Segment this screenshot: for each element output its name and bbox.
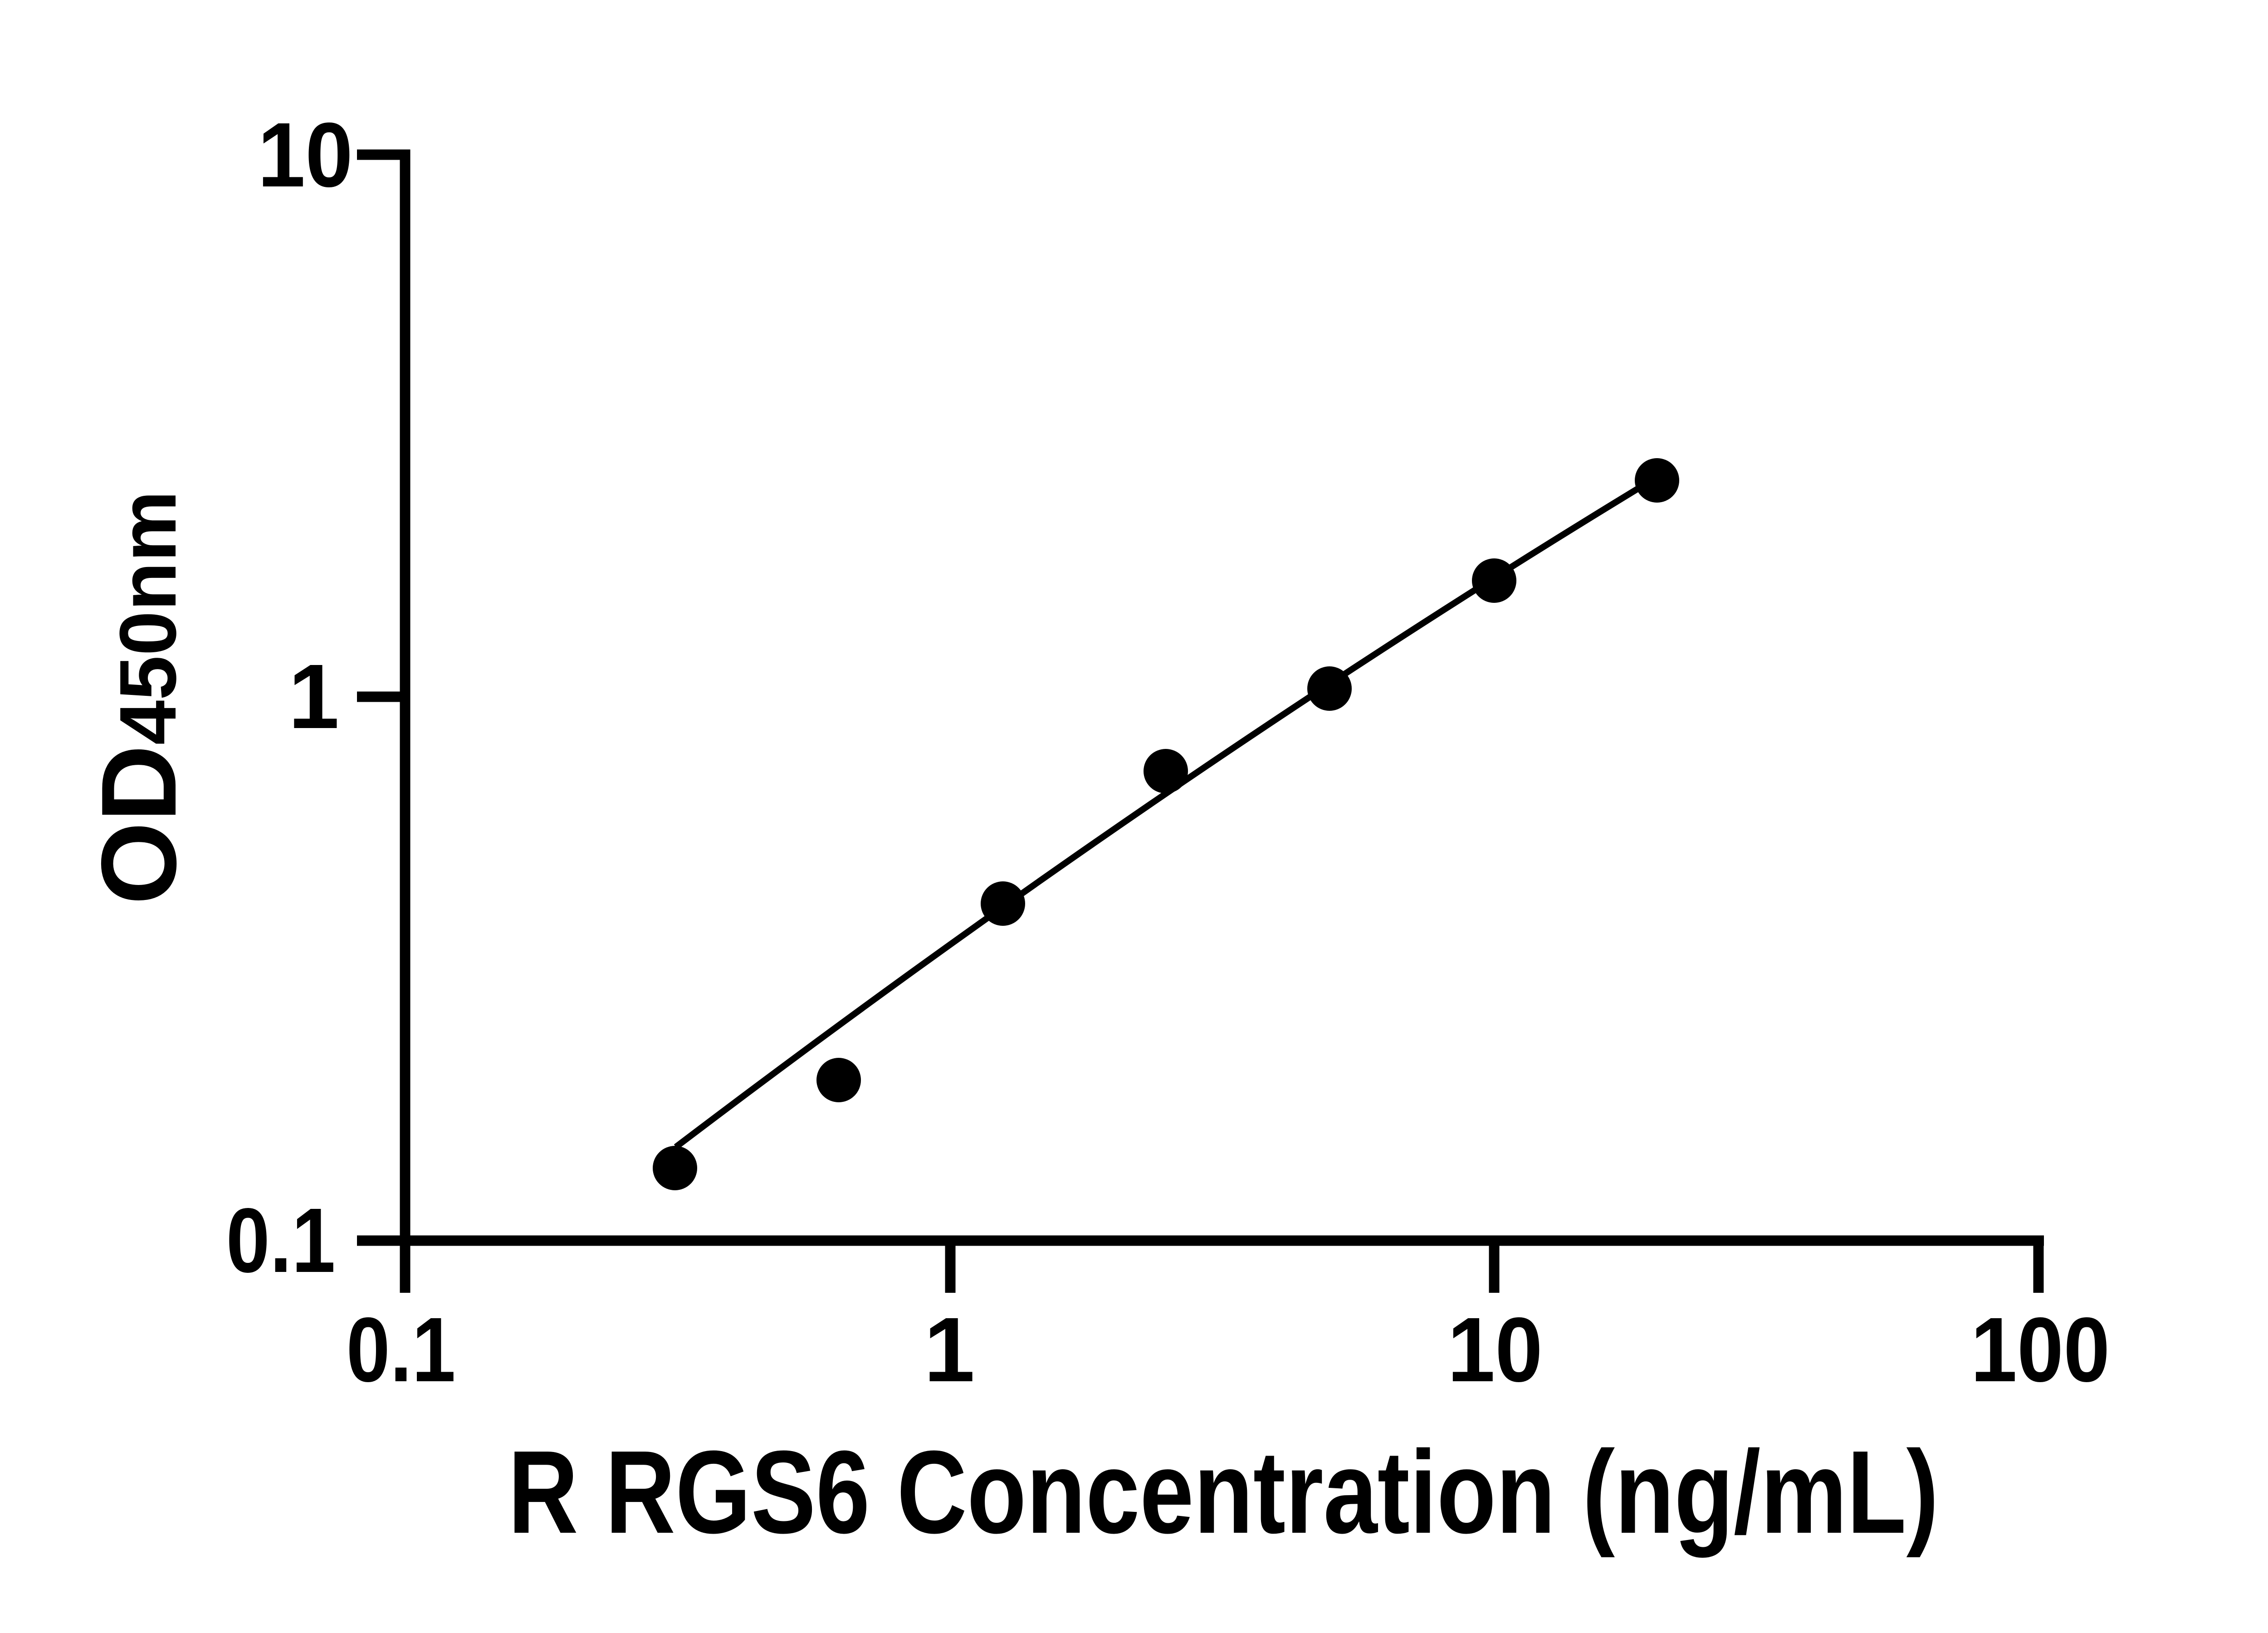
svg-text:100: 100 [1971, 1298, 2110, 1401]
svg-text:10: 10 [1447, 1298, 1543, 1401]
svg-text:10: 10 [258, 103, 353, 206]
svg-text:R RGS6 Concentration (ng/mL): R RGS6 Concentration (ng/mL) [508, 1427, 1939, 1559]
svg-text:0.1: 0.1 [347, 1298, 456, 1401]
svg-text:0.1: 0.1 [226, 1189, 336, 1291]
svg-text:1: 1 [924, 1298, 975, 1401]
svg-text:1: 1 [288, 645, 339, 748]
